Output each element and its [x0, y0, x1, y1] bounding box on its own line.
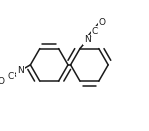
Text: N: N: [17, 66, 24, 75]
Text: O: O: [98, 18, 105, 27]
Text: C: C: [91, 27, 98, 36]
Text: C: C: [8, 72, 14, 81]
Text: N: N: [84, 35, 91, 44]
Text: O: O: [0, 77, 4, 86]
